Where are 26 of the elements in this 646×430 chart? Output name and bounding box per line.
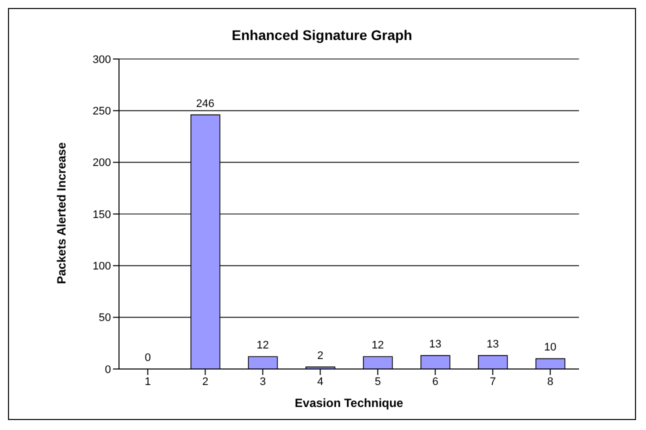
data-label: 12 (372, 340, 384, 352)
x-tick-label: 2 (202, 376, 208, 388)
data-label: 13 (486, 338, 499, 351)
y-tick-label: 200 (92, 157, 111, 170)
x-tick-label: 7 (490, 376, 496, 388)
x-tick-label: 6 (432, 376, 438, 388)
x-tick-label: 8 (547, 376, 554, 388)
chart-title: Enhanced Signature Graph (230, 26, 414, 45)
y-tick-label: 0 (104, 364, 111, 376)
y-tick-label: 100 (92, 260, 111, 273)
y-tick-label: 300 (92, 54, 111, 66)
data-label: 10 (544, 342, 556, 354)
data-label: 246 (196, 98, 214, 110)
data-label: 13 (429, 338, 442, 351)
x-tick-label: 3 (260, 376, 266, 388)
x-axis-title: Evasion Technique (294, 396, 404, 410)
y-axis-title: Packets Alerted Increase (54, 142, 68, 284)
y-tick-label: 150 (92, 208, 111, 221)
y-tick-label: 50 (98, 312, 111, 324)
y-tick-label: 250 (92, 106, 111, 118)
x-tick-label: 4 (317, 376, 324, 388)
x-tick-label: 1 (144, 376, 151, 388)
data-label: 2 (317, 350, 324, 362)
data-label: 12 (256, 340, 269, 352)
data-label: 0 (144, 352, 151, 364)
x-tick-label: 5 (374, 376, 381, 388)
